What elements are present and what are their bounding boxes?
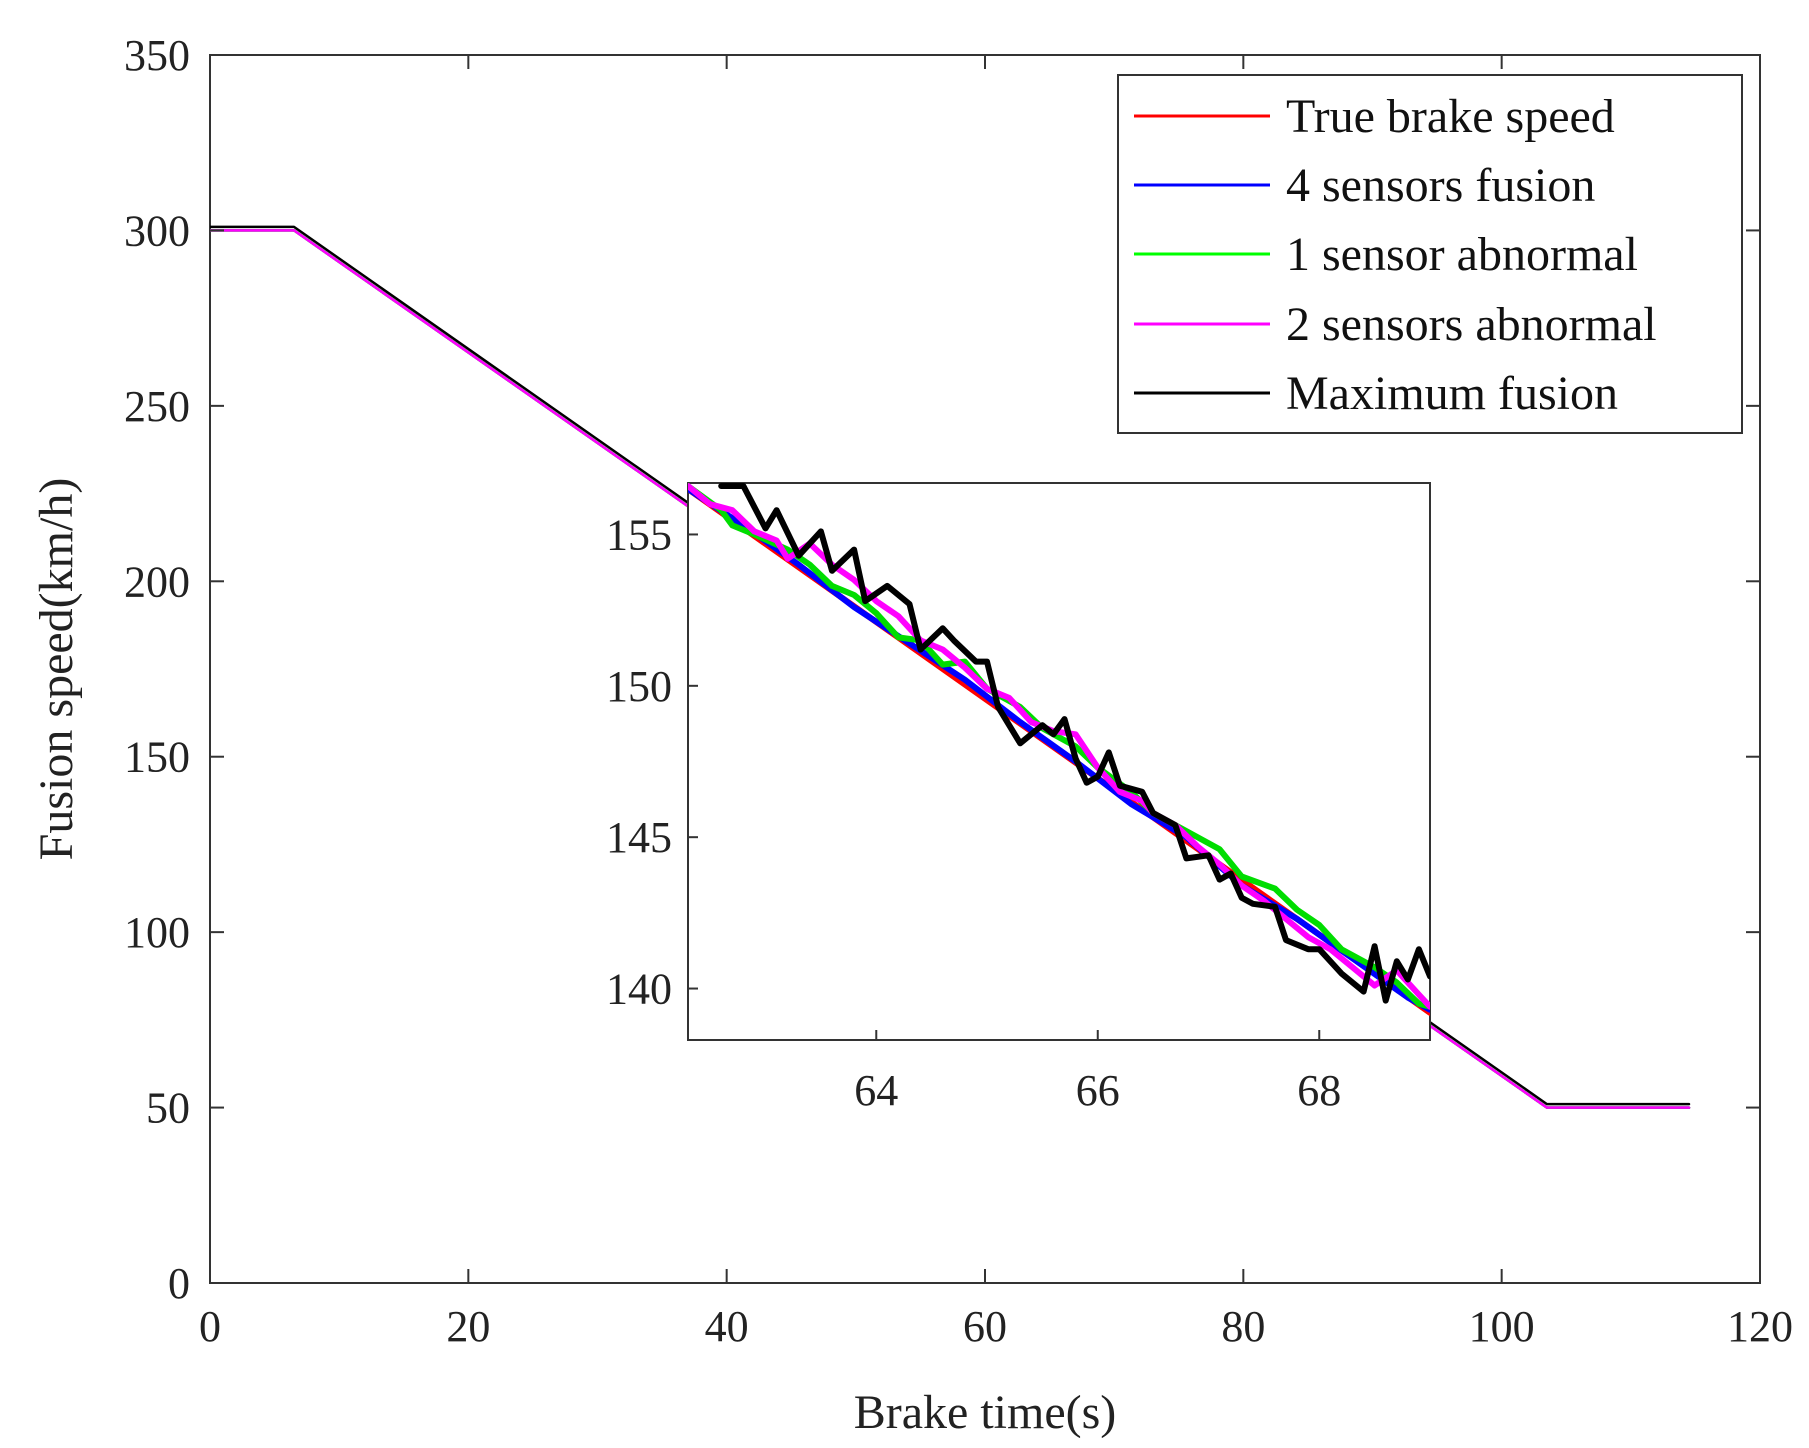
inset-x-tick-label: 64: [854, 1066, 898, 1115]
main-x-tick-label: 120: [1727, 1302, 1793, 1351]
inset-x-tick-label: 68: [1297, 1066, 1341, 1115]
x-axis-label: Brake time(s): [854, 1386, 1117, 1439]
main-x-tick-label: 20: [446, 1302, 490, 1351]
legend-label-maximum-fusion: Maximum fusion: [1286, 367, 1618, 420]
inset-series-1-sensor-abnormal: [688, 483, 1430, 1010]
main-y-tick-label: 250: [124, 382, 190, 431]
inset-y-tick-label: 150: [606, 662, 672, 711]
main-axis-ticks: 0 20 40 60 80 100 120 0 50 100 150 200 250 300 350: [124, 31, 1793, 1351]
main-y-tick-label: 300: [124, 206, 190, 255]
main-y-tick-label: 0: [168, 1259, 190, 1308]
main-x-tick-label: 40: [705, 1302, 749, 1351]
inset-x-tick-label: 66: [1076, 1066, 1120, 1115]
inset-axis-ticks: 64 66 68 140 145 150 155: [606, 510, 1341, 1115]
main-y-tick-label: 350: [124, 31, 190, 80]
y-axis-label: Fusion speed(km/h): [30, 478, 83, 861]
main-y-tick-label: 100: [124, 908, 190, 957]
legend-label-4-sensors-fusion: 4 sensors fusion: [1286, 159, 1595, 212]
inset-plot-series: [688, 483, 1430, 1016]
inset-series-maximum-fusion: [718, 483, 1430, 1004]
main-x-tick-label: 0: [199, 1302, 221, 1351]
main-x-tick-label: 100: [1469, 1302, 1535, 1351]
main-y-tick-label: 50: [146, 1084, 190, 1133]
legend-label-2-sensors-abnormal: 2 sensors abnormal: [1286, 298, 1657, 351]
main-y-tick-label: 150: [124, 733, 190, 782]
main-y-tick-label: 200: [124, 557, 190, 606]
inset-y-tick-label: 155: [606, 510, 672, 559]
legend-label-1-sensor-abnormal: 1 sensor abnormal: [1286, 228, 1638, 281]
legend: True brake speed 4 sensors fusion 1 sens…: [1117, 74, 1743, 434]
inset-y-tick-label: 140: [606, 965, 672, 1014]
legend-label-true-brake-speed: True brake speed: [1286, 90, 1615, 143]
main-x-tick-label: 80: [1221, 1302, 1265, 1351]
main-x-tick-label: 60: [963, 1302, 1007, 1351]
inset-y-tick-label: 145: [606, 813, 672, 862]
